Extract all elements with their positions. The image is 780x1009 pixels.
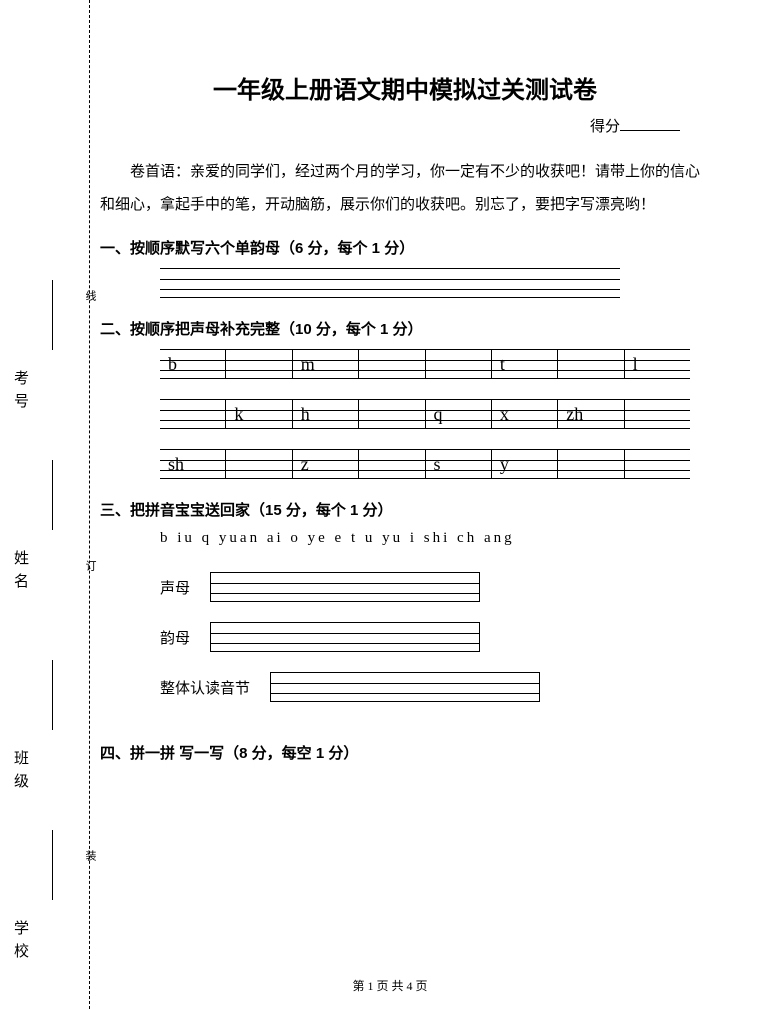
- q2-table-container: b m t l k h q x zh sh z s y: [160, 349, 690, 479]
- q3-group-1: 声母: [160, 572, 710, 602]
- q3-group-3: 整体认读音节: [160, 672, 710, 702]
- q2-cell[interactable]: [625, 400, 690, 428]
- q3-label-2: 韵母: [160, 627, 210, 648]
- q2-cell: m: [293, 350, 359, 378]
- q2-cell[interactable]: [625, 450, 690, 478]
- q2-cell: x: [492, 400, 558, 428]
- binding-school-field[interactable]: [35, 830, 53, 900]
- q3-box-3[interactable]: [270, 672, 540, 702]
- binding-marker-1: 装: [82, 850, 98, 861]
- q2-row-2[interactable]: k h q x zh: [160, 399, 690, 429]
- q2-cell: s: [426, 450, 492, 478]
- binding-marker-3: 线: [82, 290, 98, 301]
- q2-cell: q: [426, 400, 492, 428]
- q2-cell: zh: [558, 400, 624, 428]
- q2-cell[interactable]: [558, 350, 624, 378]
- binding-marker-2: 订: [82, 560, 98, 571]
- q2-title: 二、按顺序把声母补充完整（10 分，每个 1 分）: [100, 318, 710, 339]
- q2-cell[interactable]: [359, 350, 425, 378]
- q2-cell: h: [293, 400, 359, 428]
- content-area: 一年级上册语文期中模拟过关测试卷 得分 卷首语：亲爱的同学们，经过两个月的学习，…: [100, 70, 710, 773]
- q2-cell[interactable]: [160, 400, 226, 428]
- score-line: 得分: [100, 115, 710, 136]
- q2-cell[interactable]: [226, 450, 292, 478]
- q3-group-2: 韵母: [160, 622, 710, 652]
- page-title: 一年级上册语文期中模拟过关测试卷: [100, 70, 710, 105]
- q2-row-3[interactable]: sh z s y: [160, 449, 690, 479]
- binding-class-label: 班级: [10, 750, 31, 796]
- binding-name-label: 姓名: [10, 550, 31, 596]
- q3-label-1: 声母: [160, 577, 210, 598]
- q3-box-2[interactable]: [210, 622, 480, 652]
- q1-answer-box[interactable]: [160, 268, 620, 298]
- q2-cell[interactable]: [359, 450, 425, 478]
- q3-items: b iu q yuan ai o ye e t u yu i shi ch an…: [160, 530, 710, 547]
- binding-number-label: 考号: [10, 370, 31, 416]
- q2-cell: l: [625, 350, 690, 378]
- binding-number-field[interactable]: [35, 280, 53, 350]
- q2-cell: y: [492, 450, 558, 478]
- binding-name-field[interactable]: [35, 460, 53, 530]
- q2-cell: t: [492, 350, 558, 378]
- q2-cell: b: [160, 350, 226, 378]
- q2-cell[interactable]: [226, 350, 292, 378]
- q2-cell[interactable]: [426, 350, 492, 378]
- q3-box-1[interactable]: [210, 572, 480, 602]
- q3-label-3: 整体认读音节: [160, 677, 270, 698]
- page-footer: 第 1 页 共 4 页: [0, 977, 780, 994]
- binding-class-field[interactable]: [35, 660, 53, 730]
- q2-row-1[interactable]: b m t l: [160, 349, 690, 379]
- q2-cell: sh: [160, 450, 226, 478]
- q4-title: 四、拼一拼 写一写（8 分，每空 1 分）: [100, 742, 710, 763]
- q3-title: 三、把拼音宝宝送回家（15 分，每个 1 分）: [100, 499, 710, 520]
- q2-cell: k: [226, 400, 292, 428]
- binding-school-label: 学校: [10, 920, 31, 966]
- q2-cell: z: [293, 450, 359, 478]
- q2-cell[interactable]: [558, 450, 624, 478]
- q2-cell[interactable]: [359, 400, 425, 428]
- intro-text: 卷首语：亲爱的同学们，经过两个月的学习，你一定有不少的收获吧！请带上你的信心和细…: [100, 156, 710, 222]
- score-label: 得分: [590, 119, 620, 135]
- q1-title: 一、按顺序默写六个单韵母（6 分，每个 1 分）: [100, 237, 710, 258]
- binding-margin: 学校 装 班级 姓名 订 考号 线: [0, 0, 90, 1009]
- score-blank[interactable]: [620, 115, 680, 131]
